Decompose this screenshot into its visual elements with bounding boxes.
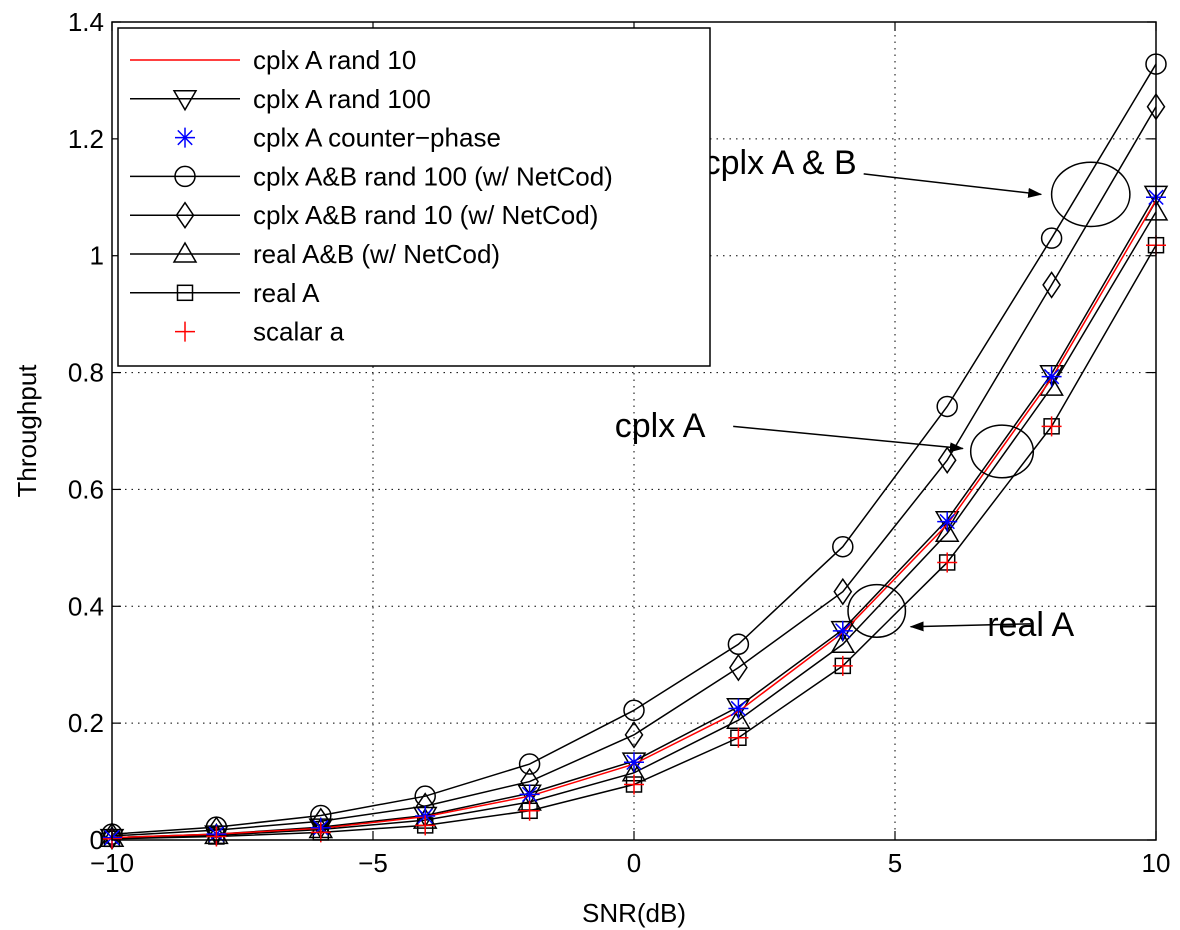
data-point <box>937 552 958 573</box>
annotations: cplx A & B cplx A real A <box>615 144 1131 644</box>
legend-entry: cplx A&B rand 10 (w/ NetCod) <box>130 200 598 230</box>
legend-marker <box>172 241 198 263</box>
data-point <box>518 753 541 775</box>
legend-label: cplx A&B rand 10 (w/ NetCod) <box>253 200 598 230</box>
x-tick-label: −10 <box>90 848 134 878</box>
legend-box <box>117 27 711 367</box>
y-tick-label: 0.8 <box>68 358 104 388</box>
data-point <box>1041 416 1062 437</box>
data-point <box>832 535 854 558</box>
data-point <box>833 577 853 606</box>
data-point <box>937 511 958 532</box>
annotation-ellipse <box>847 583 907 639</box>
data-point <box>728 727 749 748</box>
y-tick-label: 1.4 <box>68 7 104 37</box>
x-tick-label: 0 <box>627 848 641 878</box>
y-tick-label: 0.2 <box>68 708 104 738</box>
y-tick-label: 0.4 <box>68 591 104 621</box>
legend-entry: cplx A rand 10 <box>130 45 416 75</box>
legend-marker <box>172 90 198 112</box>
annotation-1: cplx A <box>615 407 1035 479</box>
data-point <box>206 826 227 847</box>
y-tick-label: 1.2 <box>68 124 104 154</box>
legend-entry: cplx A counter−phase <box>175 123 501 153</box>
x-axis-label: SNR(dB) <box>582 898 686 928</box>
legend-entry: real A <box>130 278 320 308</box>
data-point <box>519 784 540 805</box>
y-tick-label: 0 <box>90 825 104 855</box>
annotation-label: cplx A <box>615 407 706 445</box>
annotation-arrow <box>863 173 1043 198</box>
ticks: −10 −5 0 5 10 0 0.2 0.4 0.6 0.8 1 1.2 1.4 <box>68 7 1171 878</box>
data-point <box>937 446 957 475</box>
legend-entry: cplx A rand 100 <box>130 84 431 114</box>
data-point <box>519 800 540 821</box>
series-line <box>111 63 1157 835</box>
annotation-label: real A <box>987 606 1074 644</box>
legend-label: cplx A rand 100 <box>253 84 431 114</box>
data-point <box>624 774 644 795</box>
legend-marker <box>174 165 196 188</box>
legend-marker <box>175 201 195 230</box>
data-point <box>934 520 960 542</box>
legend-marker <box>175 321 195 342</box>
data-point <box>1041 366 1062 387</box>
data-point <box>728 698 749 719</box>
data-point <box>624 752 644 773</box>
annotation-arrow <box>733 425 964 453</box>
y-axis-label: Throughput <box>12 364 42 498</box>
annotation-ellipse <box>969 424 1035 479</box>
legend-marker <box>176 284 194 302</box>
annotation-label: cplx A & B <box>704 144 857 182</box>
y-tick-label: 0.6 <box>68 474 104 504</box>
data-point <box>310 822 331 843</box>
data-point <box>832 655 853 676</box>
data-point <box>1042 271 1062 299</box>
x-tick-label: −5 <box>358 848 388 878</box>
annotation-0: cplx A & B <box>704 144 1131 228</box>
data-point <box>1039 364 1064 387</box>
data-point <box>830 631 856 654</box>
data-point <box>623 699 645 722</box>
y-tick-label: 1 <box>90 241 104 271</box>
legend-label: cplx A rand 10 <box>253 45 416 75</box>
legend-entry: real A&B (w/ NetCod) <box>130 239 500 269</box>
legend-label: cplx A counter−phase <box>253 123 501 153</box>
data-point <box>936 395 958 418</box>
legend-marker <box>175 127 195 148</box>
legend-label: real A&B (w/ NetCod) <box>253 239 500 269</box>
series-line <box>111 106 1157 837</box>
legend-entry: scalar a <box>175 317 345 347</box>
legend: cplx A rand 10 cplx A rand 100 cplx A coun… <box>117 27 711 367</box>
annotation-arrow <box>909 621 1031 632</box>
legend-label: real A <box>253 278 320 308</box>
x-tick-label: 5 <box>888 848 902 878</box>
data-point <box>624 720 644 749</box>
annotation-ellipse <box>1050 161 1131 228</box>
data-point <box>727 633 750 656</box>
annotation-2: real A <box>847 583 1075 644</box>
data-point <box>415 815 436 836</box>
legend-label: cplx A&B rand 100 (w/ NetCod) <box>253 161 613 191</box>
data-point <box>832 620 853 641</box>
x-tick-label: 10 <box>1142 848 1171 878</box>
legend-label: scalar a <box>253 317 345 347</box>
data-point <box>728 653 748 682</box>
legend-entry: cplx A&B rand 100 (w/ NetCod) <box>130 161 613 191</box>
data-point <box>1040 227 1063 249</box>
